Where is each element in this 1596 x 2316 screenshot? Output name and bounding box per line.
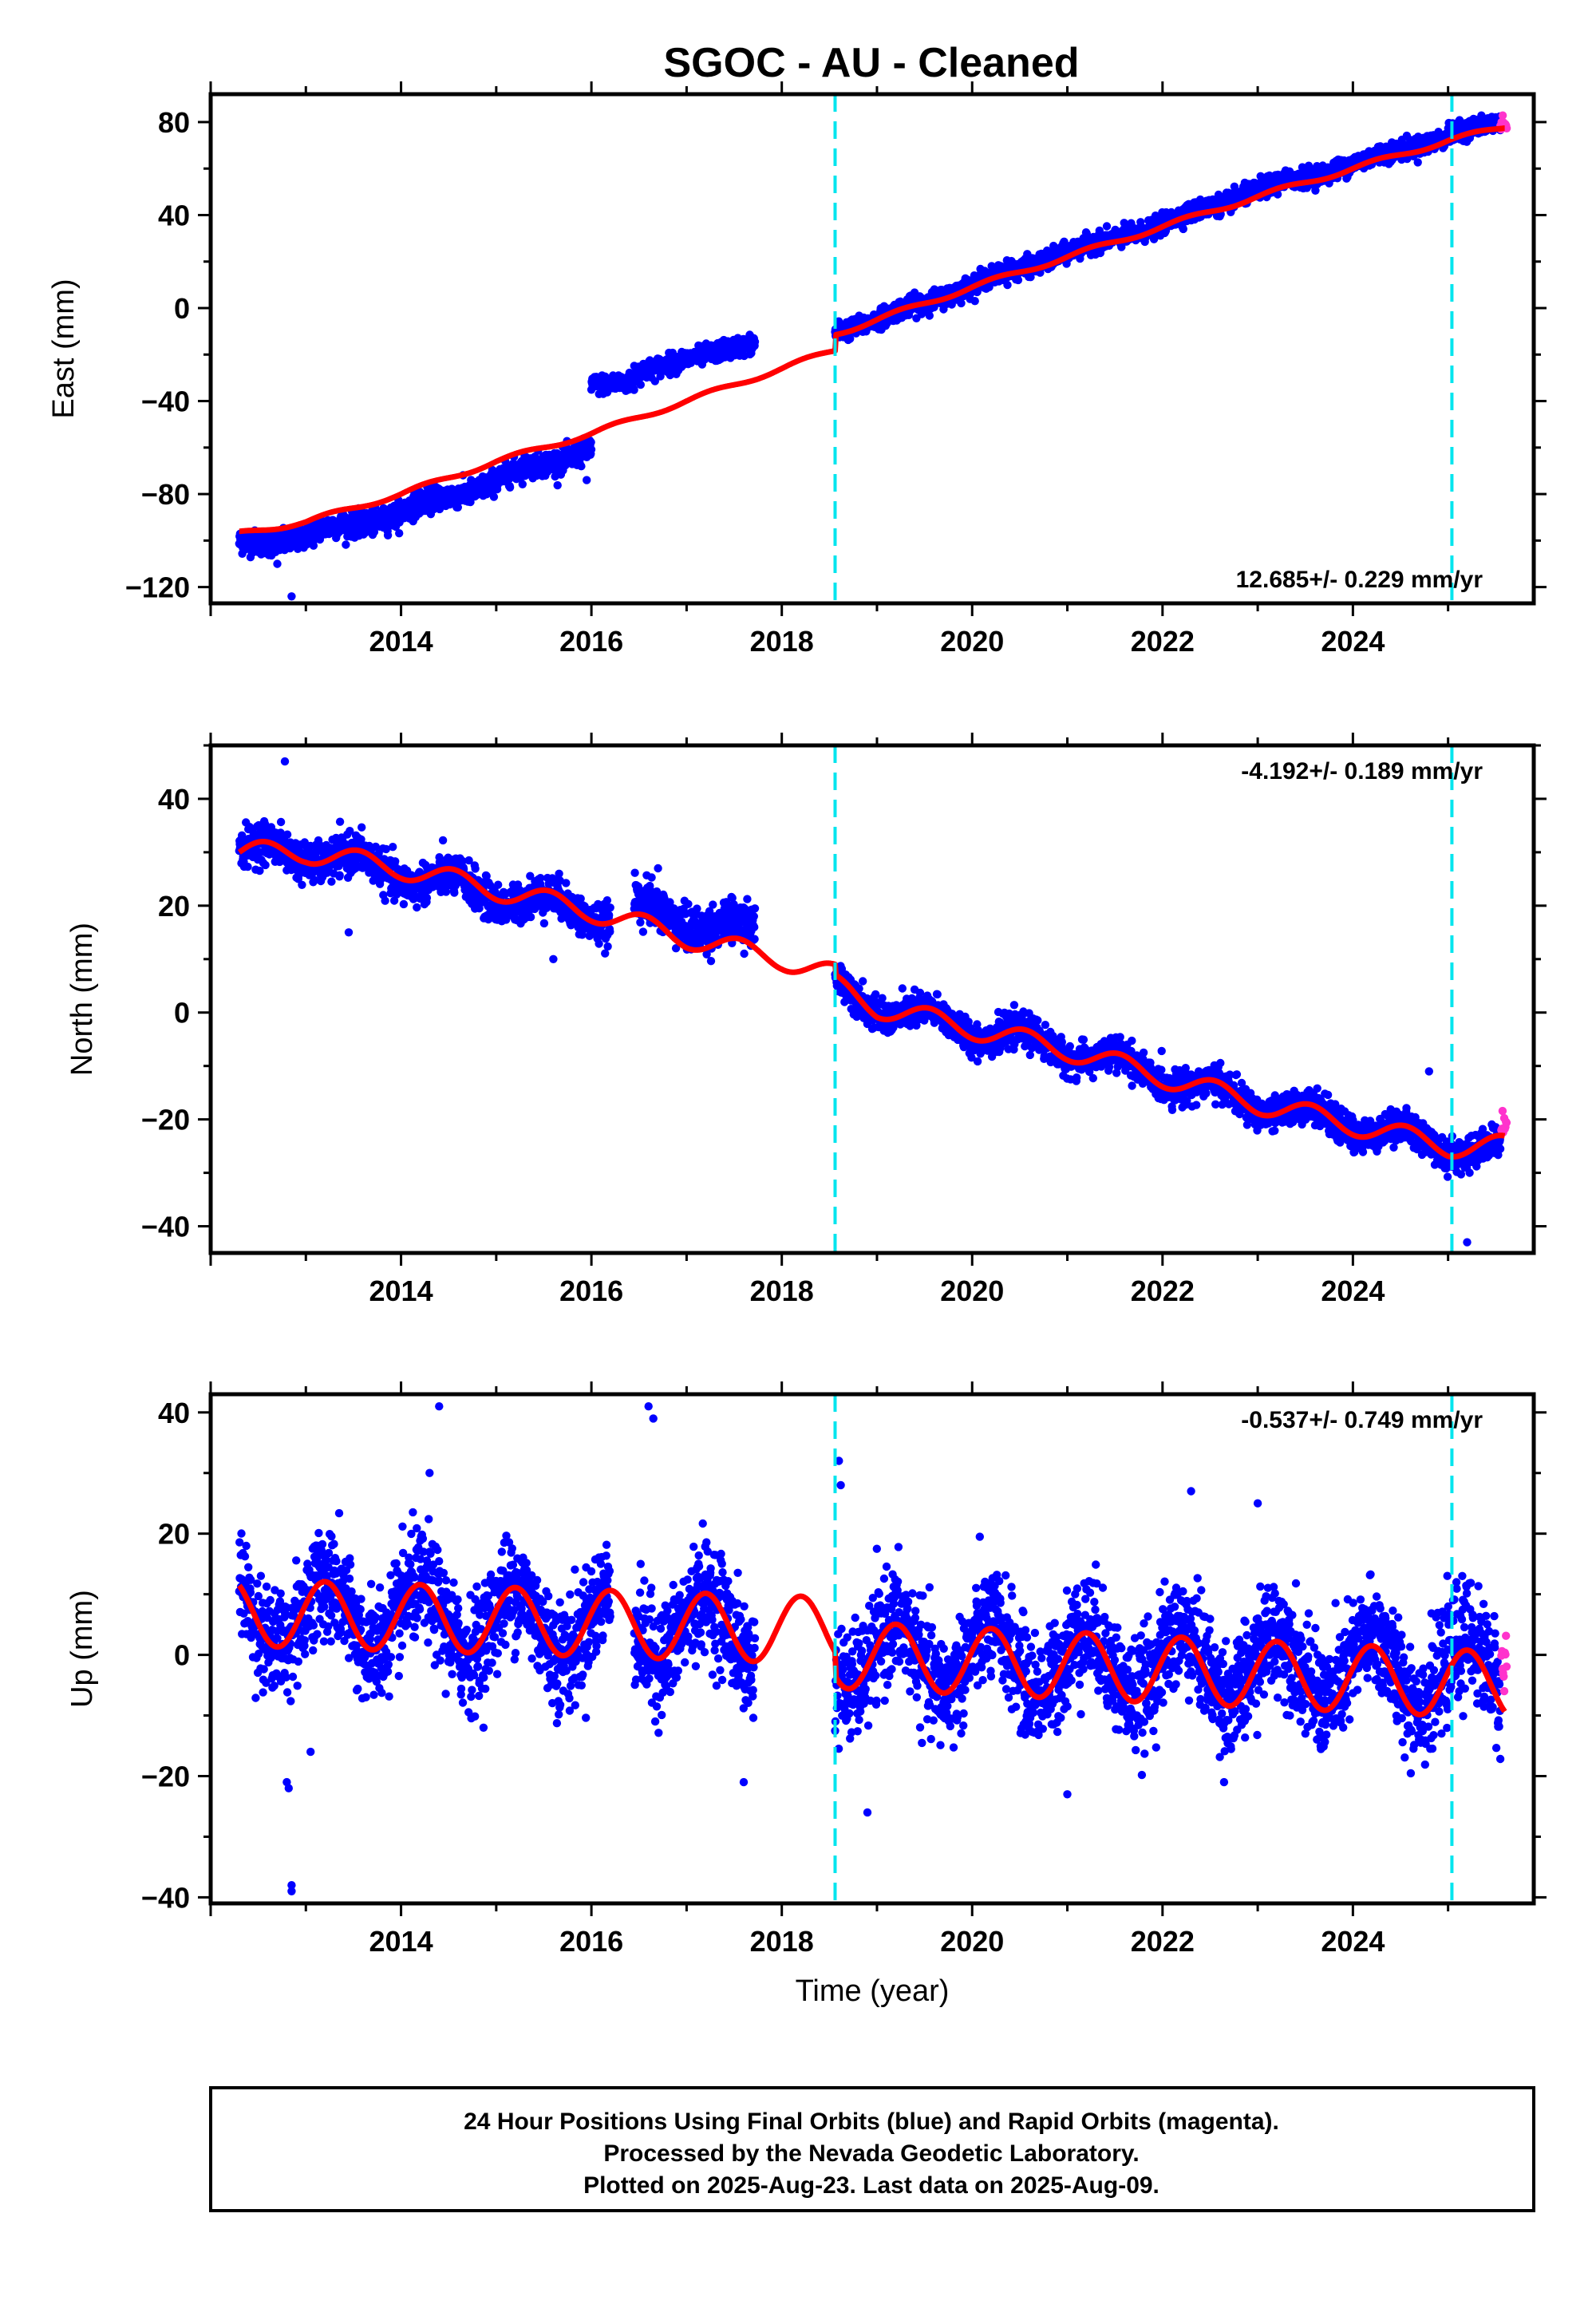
east-final_orbits-point (505, 483, 515, 492)
east-final_orbits-point (342, 540, 350, 549)
east-final_orbits-point (489, 492, 499, 501)
north-final_orbits-point (413, 903, 421, 912)
north-final_orbits-point (422, 893, 432, 903)
east-x-tick-label: 2018 (750, 625, 814, 658)
east-x-tick-label: 2016 (559, 625, 623, 658)
north-final_orbits-point (358, 823, 366, 832)
north-final_orbits-point (327, 877, 336, 886)
east-final_orbits-point (1102, 222, 1112, 231)
figure-title: SGOC - AU - Cleaned (663, 40, 1079, 86)
east-final_orbits-outlier (273, 559, 282, 568)
north-final_orbits-point (282, 830, 292, 839)
east-final_orbits-point (1013, 275, 1023, 285)
north-final_orbits-point (261, 860, 270, 870)
east-final_orbits-point (1179, 224, 1188, 234)
east-final_orbits-point (970, 297, 979, 306)
east-plot-area (235, 111, 1511, 601)
north-final_orbits-point (389, 843, 397, 852)
east-final_orbits-point (369, 528, 379, 536)
east-y-axis-label: East (mm) (47, 279, 81, 418)
east-final_orbits-point (636, 380, 645, 389)
east-final_orbits-point (395, 529, 404, 538)
north-final_orbits-point (450, 888, 459, 897)
north-final_orbits-point (276, 817, 286, 827)
north-final_orbits-point (399, 899, 409, 909)
east-final_orbits-outlier (583, 476, 591, 484)
east-final_orbits-series (235, 111, 1505, 601)
east-panel: 2014 2016 2018 2020 2022 2024 −120 −80 −40 0 40 80 E… (47, 81, 1547, 658)
north-plot-area (235, 757, 1511, 1247)
east-final_orbits-point (630, 385, 638, 394)
east-final_orbits-outlier (287, 592, 296, 601)
east-final_orbits-point (1003, 280, 1012, 290)
east-final_orbits-point (518, 480, 527, 488)
east-y-tick-label: 0 (174, 292, 190, 325)
east-x-tick-label: 2020 (940, 625, 1004, 658)
north-final_orbits-point (298, 880, 306, 890)
east-final_orbits-point (453, 503, 462, 512)
east-x-tick-label: 2014 (369, 625, 433, 658)
east-final_orbits-point (383, 531, 393, 539)
east-final_orbits-point (429, 504, 438, 514)
north-final_orbits-point (438, 836, 448, 845)
north-final_orbits-point (526, 912, 535, 922)
north-panel: 2014 2016 2018 2020 2022 2024−40−2002040North… (65, 733, 1547, 1307)
east-final_orbits-point (1413, 158, 1422, 167)
east-x-tick-label: 2024 (1321, 625, 1385, 658)
north-final_orbits-point (494, 880, 503, 889)
east-y-tick-label: 80 (158, 106, 190, 139)
east-x-tick-label: 2022 (1131, 625, 1195, 658)
north-final_orbits-series (235, 757, 1505, 1247)
east-rate-label: 12.685+/- 0.229 mm/yr (1236, 567, 1483, 593)
north-final_orbits-point (381, 896, 389, 905)
north-final_orbits-point (243, 862, 252, 871)
east-y-tick-label: −80 (141, 478, 190, 511)
north-final_orbits-point (335, 871, 344, 879)
north-final_orbits-point (335, 817, 345, 826)
north-final_orbits-point (391, 857, 400, 866)
east-final_orbits-point (846, 334, 855, 343)
east-final_orbits-point (587, 445, 596, 454)
north-final_orbits-point (471, 864, 480, 873)
east-final_orbits-point (650, 377, 659, 385)
east-y-tick-label: 40 (158, 199, 190, 231)
north-final_orbits-point (539, 919, 549, 928)
east-final_orbits-point (957, 298, 966, 308)
east-final_orbits-outlier (591, 378, 601, 387)
east-final_orbits-point (587, 437, 595, 447)
east-final_orbits-point (553, 480, 562, 490)
east-y-tick-label: −120 (125, 571, 190, 604)
east-y-tick-label: −40 (141, 385, 190, 418)
east-final_orbits-point (750, 338, 760, 346)
east-final_orbits-point (577, 462, 586, 471)
